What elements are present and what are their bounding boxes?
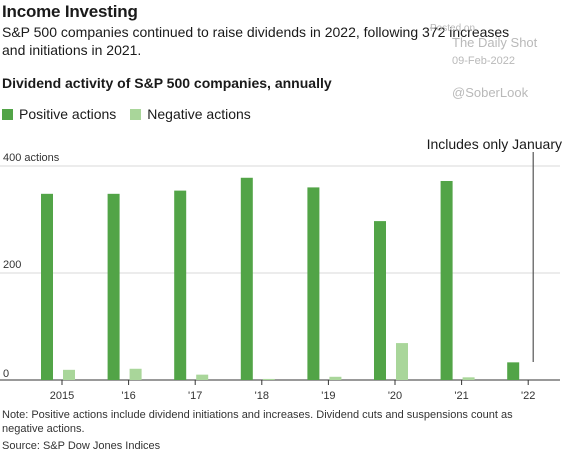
legend: Positive actions Negative actions	[2, 106, 265, 122]
annotation-text: Includes only January	[427, 136, 562, 152]
watermark-posted: Posted on	[430, 23, 476, 34]
chart-note: Note: Positive actions include dividend …	[2, 409, 513, 435]
x-tick-label: '19	[321, 390, 335, 402]
bar-negative	[63, 369, 75, 380]
bar-positive	[41, 193, 53, 380]
bar-negative	[462, 377, 475, 380]
y-tick-label: 200	[3, 259, 21, 271]
bar-negative	[396, 343, 408, 380]
bar-positive	[174, 190, 187, 380]
legend-label-positive: Positive actions	[19, 106, 117, 122]
bar-positive	[440, 180, 453, 380]
x-tick-label: 2015	[50, 390, 74, 402]
legend-item-positive: Positive actions	[2, 106, 116, 122]
bar-positive	[107, 193, 120, 380]
watermark: Posted on The Daily Shot 09-Feb-2022 @So…	[430, 20, 538, 102]
x-tick-label: '22	[521, 390, 535, 402]
legend-item-negative: Negative actions	[130, 106, 251, 122]
bar-negative	[329, 376, 342, 380]
legend-swatch-negative	[130, 108, 142, 120]
x-tick-label: '17	[188, 390, 202, 402]
x-tick-label: '21	[454, 390, 468, 402]
bar-negative	[129, 368, 142, 380]
x-tick-label: '18	[255, 390, 269, 402]
y-tick-label: 0	[3, 368, 9, 380]
watermark-site: The Daily Shot	[452, 35, 538, 50]
x-tick-label: '20	[388, 390, 402, 402]
y-tick-label: 400 actions	[3, 152, 60, 164]
bar-negative	[262, 378, 275, 380]
watermark-date: 09-Feb-2022	[452, 55, 515, 67]
chart-source: Source: S&P Dow Jones Indices	[2, 440, 161, 452]
chart-title: Income Investing	[2, 2, 138, 21]
chart-subtitle: Dividend activity of S&P 500 companies, …	[2, 75, 332, 91]
legend-label-negative: Negative actions	[147, 106, 251, 122]
bar-positive	[507, 362, 520, 380]
bar-positive	[374, 221, 386, 380]
bar-positive	[240, 177, 253, 380]
watermark-handle: @SoberLook	[452, 85, 529, 100]
legend-swatch-positive	[2, 108, 13, 120]
chart-dek: S&P 500 companies continued to raise div…	[2, 24, 510, 58]
bar-positive	[307, 187, 320, 380]
bar-negative	[196, 374, 209, 380]
x-tick-label: '16	[121, 390, 135, 402]
